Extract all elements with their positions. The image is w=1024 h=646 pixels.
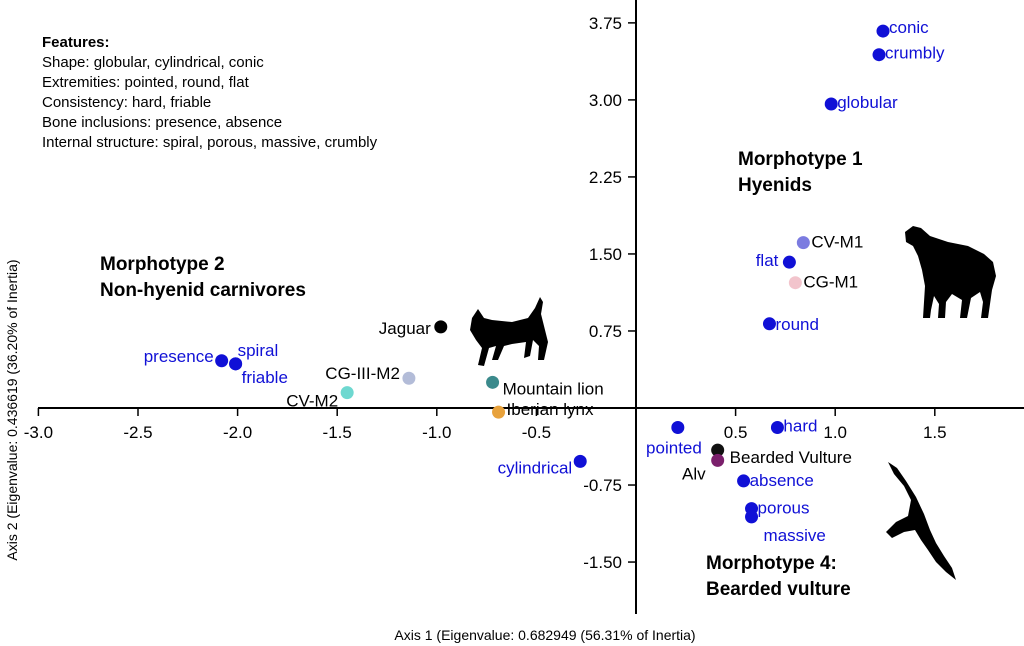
y-tick-label: 2.25 — [589, 168, 622, 187]
morphotype-subtitle: Bearded vulture — [706, 579, 851, 600]
observation-label: CV-M1 — [811, 233, 863, 252]
observation-point — [796, 236, 810, 250]
features-line: Bone inclusions: presence, absence — [42, 114, 283, 131]
x-tick-label: 0.5 — [724, 423, 748, 442]
observation-label: Bearded Vulture — [730, 448, 852, 467]
variable-point — [782, 255, 796, 269]
variable-label: friable — [242, 368, 288, 387]
observation-label: CG-III-M2 — [325, 364, 400, 383]
x-tick-label: 1.5 — [923, 423, 947, 442]
morphotype-subtitle: Non-hyenid carnivores — [100, 280, 306, 301]
animal-silhouettes — [470, 226, 996, 580]
variable-label: globular — [837, 93, 898, 112]
features-line: Consistency: hard, friable — [42, 94, 212, 111]
x-tick-label: -0.5 — [522, 423, 551, 442]
x-tick-label: -1.5 — [323, 423, 352, 442]
variable-label: porous — [758, 499, 810, 518]
observation-label: CG-M1 — [803, 273, 858, 292]
observation-point — [486, 375, 500, 389]
features-line: Shape: globular, cylindrical, conic — [42, 54, 264, 71]
observation-point — [402, 371, 416, 385]
variable-label: absence — [750, 471, 814, 490]
variable-label: pointed — [646, 439, 702, 458]
variable-point — [215, 354, 229, 368]
vulture-silhouette — [886, 462, 956, 580]
features-title: Features: — [42, 34, 110, 51]
lynx-silhouette — [470, 297, 548, 366]
observation-point — [340, 386, 354, 400]
x-axis-title: Axis 1 (Eigenvalue: 0.682949 (56.31% of … — [394, 627, 695, 643]
morphotype-title: Morphotype 4: — [706, 553, 837, 574]
features-line: Internal structure: spiral, porous, mass… — [42, 134, 378, 151]
observation-point — [492, 405, 506, 419]
observation-point — [711, 453, 725, 467]
observation-label: CV-M2 — [286, 392, 338, 411]
variable-label: round — [775, 315, 818, 334]
hyena-silhouette — [905, 226, 996, 318]
data-marks: CV-M1 CG-M1 Jaguar CG-III-M2 CV-M2 Mountain l… — [144, 18, 945, 545]
morphotype-subtitle: Hyenids — [738, 175, 812, 196]
variable-label: cylindrical — [498, 458, 573, 477]
variable-point — [229, 357, 243, 371]
y-tick-label: 0.75 — [589, 322, 622, 341]
variable-label: presence — [144, 347, 214, 366]
observation-label: Alv — [682, 464, 706, 483]
variable-point — [762, 317, 776, 331]
variable-label: conic — [889, 18, 929, 37]
y-tick-label: -0.75 — [583, 476, 622, 495]
observation-point — [711, 443, 725, 457]
observation-label: Mountain lion — [503, 379, 604, 398]
observation-label: Iberian lynx — [507, 400, 594, 419]
morphotype-labels: Morphotype 1 Hyenids Morphotype 2 Non-hyeni… — [100, 149, 863, 600]
variable-label: crumbly — [885, 44, 945, 63]
observation-label: Jaguar — [379, 319, 431, 338]
features-line: Extremities: pointed, round, flat — [42, 74, 249, 91]
variable-label: hard — [783, 417, 817, 436]
y-tick-label: 3.75 — [589, 14, 622, 33]
x-tick-label: -3.0 — [24, 423, 53, 442]
y-tick-label: 3.00 — [589, 91, 622, 110]
variable-point — [872, 48, 886, 62]
features-legend: Features: Shape: globular, cylindrical, … — [42, 33, 377, 153]
variable-point — [824, 97, 838, 111]
observation-point — [788, 276, 802, 290]
x-tick-label: -2.0 — [223, 423, 252, 442]
morphotype-title: Morphotype 2 — [100, 254, 225, 275]
variable-label: massive — [764, 526, 826, 545]
morphotype-title: Morphotype 1 — [738, 149, 863, 170]
y-axis-title: Axis 2 (Eigenvalue: 0.436619 (36.20% of … — [4, 259, 20, 560]
variable-label: spiral — [238, 341, 279, 360]
variable-label: flat — [756, 251, 779, 270]
variable-point — [745, 510, 759, 524]
y-tick-label: 1.50 — [589, 245, 622, 264]
variable-point — [671, 421, 685, 435]
observation-point — [434, 320, 448, 334]
axes: -3.0 -2.5 -2.0 -1.5 -1.0 -0.5 0.5 1.0 1.5 3.75 3.0… — [4, 0, 1024, 643]
variable-point — [876, 24, 890, 38]
variable-point — [573, 454, 587, 468]
variable-point — [737, 474, 751, 488]
x-tick-label: 1.0 — [823, 423, 847, 442]
y-tick-label: -1.50 — [583, 553, 622, 572]
x-tick-label: -2.5 — [123, 423, 152, 442]
variable-point — [770, 421, 784, 435]
x-tick-label: -1.0 — [422, 423, 451, 442]
